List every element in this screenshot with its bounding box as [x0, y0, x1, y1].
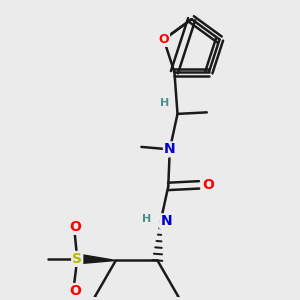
- Text: N: N: [160, 214, 172, 228]
- Text: H: H: [142, 214, 151, 224]
- Text: O: O: [202, 178, 214, 192]
- Polygon shape: [77, 254, 116, 264]
- Text: S: S: [72, 252, 82, 266]
- Text: O: O: [69, 284, 81, 298]
- Text: H: H: [160, 98, 169, 108]
- Text: O: O: [158, 33, 169, 46]
- Text: O: O: [69, 220, 81, 234]
- Text: N: N: [164, 142, 176, 156]
